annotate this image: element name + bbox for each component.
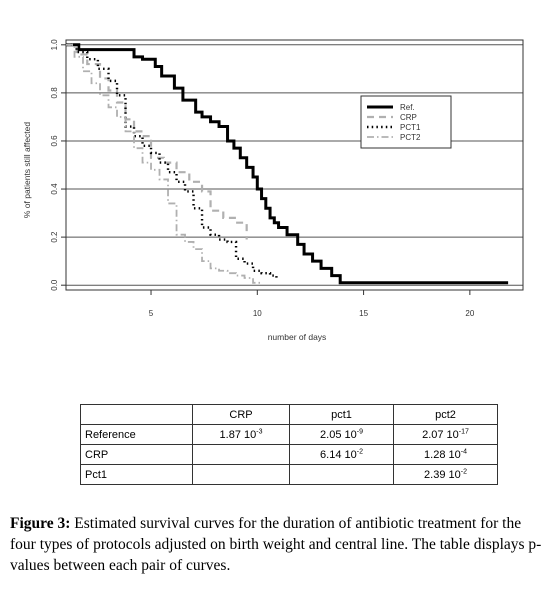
p-value-table: CRP pct1 pct2 Reference 1.87 10-3 2.05 10-9 2.…: [80, 404, 498, 485]
table-row-label: Reference: [80, 424, 193, 445]
table-cell: 1.87 10-3: [192, 424, 290, 445]
table-cell: 1.28 10-4: [393, 444, 498, 465]
p-value-base: 2.05 10: [320, 428, 357, 441]
table-row: Reference 1.87 10-3 2.05 10-9 2.07 10-17: [80, 424, 498, 445]
caption-text: Estimated survival curves for the durati…: [10, 515, 542, 574]
y-tick-label-3: 0.6: [50, 135, 59, 147]
y-tick-label-1: 0.2: [50, 231, 59, 243]
p-value-exponent: -2: [460, 467, 467, 475]
p-value-exponent: -4: [460, 447, 467, 455]
x-axis-title: number of days: [268, 332, 327, 342]
table-header-row: CRP pct1 pct2: [80, 404, 498, 425]
table-row: CRP 6.14 10-2 1.28 10-4: [80, 444, 498, 465]
y-tick-label-0: 0.0: [50, 279, 59, 291]
table-cell: [289, 464, 394, 485]
p-value-exponent: -3: [256, 427, 263, 435]
p-value-base: 1.28 10: [424, 448, 461, 461]
table-cell: [192, 464, 290, 485]
series-line-pct2: [66, 43, 262, 284]
y-axis-title: % of patients still affected: [22, 122, 32, 219]
x-tick-label-1: 10: [253, 309, 262, 318]
p-value-exponent: -2: [356, 447, 363, 455]
table-cell: 2.05 10-9: [289, 424, 394, 445]
survival-chart: 0.0 0.2 0.4 0.6 0.8 1.0 5 10 15 20 number of days%…: [22, 39, 524, 342]
plot-frame: [65, 39, 524, 291]
table-header-cell: pct1: [289, 404, 394, 425]
p-value-base: 1.87 10: [219, 428, 257, 441]
table-cell: 2.07 10-17: [393, 424, 498, 445]
series-line-crp: [66, 43, 248, 240]
table-header-cell: pct2: [393, 404, 498, 425]
table-header-cell: CRP: [192, 404, 290, 425]
legend-label-1: CRP: [400, 113, 417, 122]
figure-caption: Figure 3: Estimated survival curves for …: [10, 513, 546, 576]
y-tick-label-2: 0.4: [50, 183, 59, 195]
x-tick-label-2: 15: [359, 309, 368, 318]
p-value-base: 2.07 10: [422, 428, 459, 441]
series-line-pct1: [66, 43, 278, 281]
legend-label-2: PCT1: [400, 123, 421, 132]
table-cell: [192, 444, 290, 465]
table-header-cell: [80, 404, 193, 425]
p-value-exponent: -17: [458, 427, 469, 435]
table-cell: 2.39 10-2: [393, 464, 498, 485]
series-line-ref: [66, 43, 509, 285]
x-tick-label-3: 20: [465, 309, 474, 318]
table-row-label: CRP: [80, 444, 193, 465]
legend-box: [360, 95, 452, 149]
p-value-exponent: -9: [356, 427, 363, 435]
y-tick-label-5: 1.0: [50, 39, 59, 51]
table-cell: 6.14 10-2: [289, 444, 394, 465]
x-tick-label-0: 5: [149, 309, 154, 318]
caption-label: Figure 3:: [10, 515, 71, 532]
legend-label-0: Ref.: [400, 103, 415, 112]
y-tick-label-4: 0.8: [50, 87, 59, 99]
p-value-base: 2.39 10: [424, 468, 461, 481]
legend-label-3: PCT2: [400, 133, 421, 142]
table-row: Pct1 2.39 10-2: [80, 464, 498, 485]
table-row-label: Pct1: [80, 464, 193, 485]
p-value-base: 6.14 10: [320, 448, 357, 461]
